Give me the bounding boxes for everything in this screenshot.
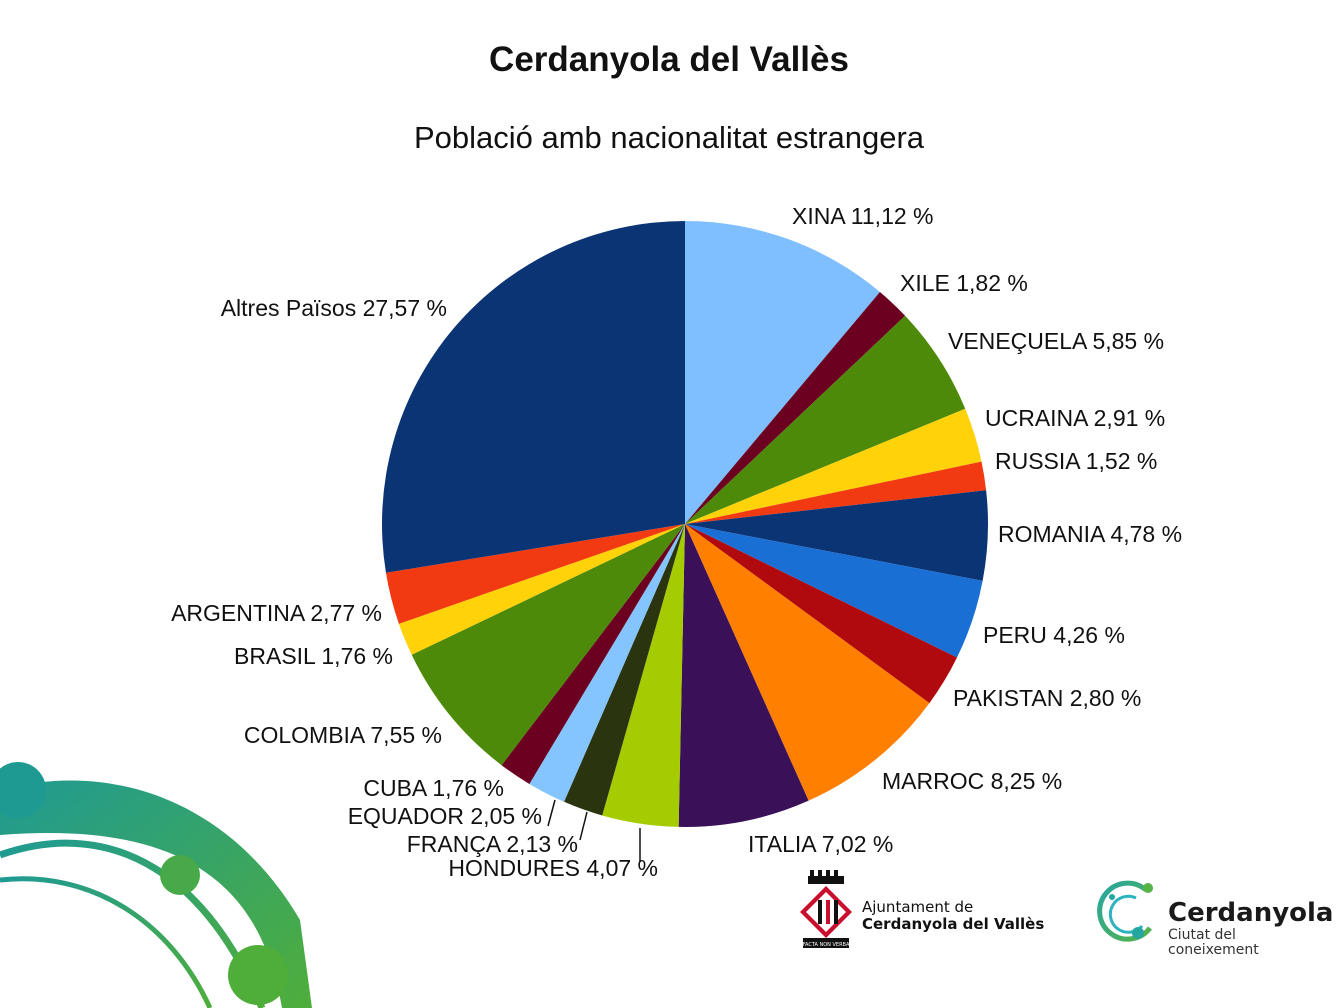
slice-label-brasil: BRASIL 1,76 % bbox=[234, 643, 393, 669]
pie-slice-pakistan bbox=[685, 524, 957, 704]
ciutat-logo: Cerdanyola Ciutat del coneixement bbox=[1097, 880, 1333, 958]
ciutat-name: Cerdanyola bbox=[1168, 898, 1333, 928]
pie-slice-hondures bbox=[602, 524, 685, 827]
slice-label-romania: ROMANIA 4,78 % bbox=[998, 521, 1182, 547]
decorative-swoosh bbox=[0, 762, 312, 1008]
pie-slice-vene-uela bbox=[685, 315, 966, 524]
pie-slice-cuba bbox=[501, 524, 685, 784]
pie-slice-marroc bbox=[685, 524, 930, 801]
slice-label-italia: ITALIA 7,02 % bbox=[748, 831, 893, 857]
slice-label-xile: XILE 1,82 % bbox=[900, 270, 1028, 296]
slice-labels: XINA 11,12 % XILE 1,82 % VENEÇUELA 5,85 % U… bbox=[171, 203, 1182, 881]
slice-label-fran-a: FRANÇA 2,13 % bbox=[407, 831, 578, 857]
ciutat-ring-icon bbox=[1097, 880, 1153, 942]
slice-label-colombia: COLOMBIA 7,55 % bbox=[244, 722, 442, 748]
slice-label-hondures: HONDURES 4,07 % bbox=[448, 855, 658, 881]
leader-lines bbox=[547, 799, 641, 862]
slice-label-equador: EQUADOR 2,05 % bbox=[348, 803, 542, 829]
pie-slices bbox=[381, 221, 988, 827]
pie-slice-ucraina bbox=[685, 408, 982, 524]
ciutat-line1: Ciutat del bbox=[1168, 927, 1236, 943]
slice-label-pakistan: PAKISTAN 2,80 % bbox=[953, 685, 1141, 711]
slice-label-xina: XINA 11,12 % bbox=[792, 203, 934, 229]
ajuntament-line1: Ajuntament de bbox=[862, 898, 973, 916]
coat-of-arms-icon bbox=[800, 870, 852, 948]
leader-line bbox=[547, 799, 556, 827]
chart-subtitle: Població amb nacionalitat estrangera bbox=[413, 120, 925, 155]
ajuntament-logo: FACTA NON VERBA Ajuntament de Cerdanyola… bbox=[800, 870, 1044, 948]
pie-slice-russia bbox=[685, 461, 987, 524]
pie-slice-peru bbox=[685, 524, 983, 658]
slice-label-marroc: MARROC 8,25 % bbox=[882, 768, 1062, 794]
pie-slice-romania bbox=[685, 490, 988, 581]
pie-slice-brasil bbox=[398, 524, 685, 655]
pie-slice-altres-pa-sos bbox=[381, 221, 685, 573]
pie-slice-argentina bbox=[385, 524, 685, 624]
pie-slice-equador bbox=[529, 524, 685, 802]
slice-label-russia: RUSSIA 1,52 % bbox=[995, 448, 1157, 474]
slice-label-peru: PERU 4,26 % bbox=[983, 622, 1125, 648]
slice-label-vene-uela: VENEÇUELA 5,85 % bbox=[948, 328, 1164, 354]
slice-label-cuba: CUBA 1,76 % bbox=[363, 775, 504, 801]
pie-slice-fran-a bbox=[564, 524, 685, 816]
pie-slice-colombia bbox=[411, 524, 685, 766]
ajuntament-line2: Cerdanyola del Vallès bbox=[862, 915, 1044, 933]
slice-label-ucraina: UCRAINA 2,91 % bbox=[985, 405, 1165, 431]
slice-label-altres-pa-sos: Altres Països 27,57 % bbox=[221, 295, 447, 321]
pie-slice-xina bbox=[685, 221, 880, 524]
chart-title: Cerdanyola del Vallès bbox=[489, 40, 849, 79]
pie-slice-xile bbox=[685, 292, 906, 524]
slice-label-argentina: ARGENTINA 2,77 % bbox=[171, 600, 382, 626]
leader-line bbox=[579, 811, 588, 841]
pie-slice-italia bbox=[678, 524, 809, 827]
ciutat-line2: coneixement bbox=[1168, 942, 1259, 958]
ajuntament-motto: FACTA NON VERBA bbox=[803, 942, 850, 948]
